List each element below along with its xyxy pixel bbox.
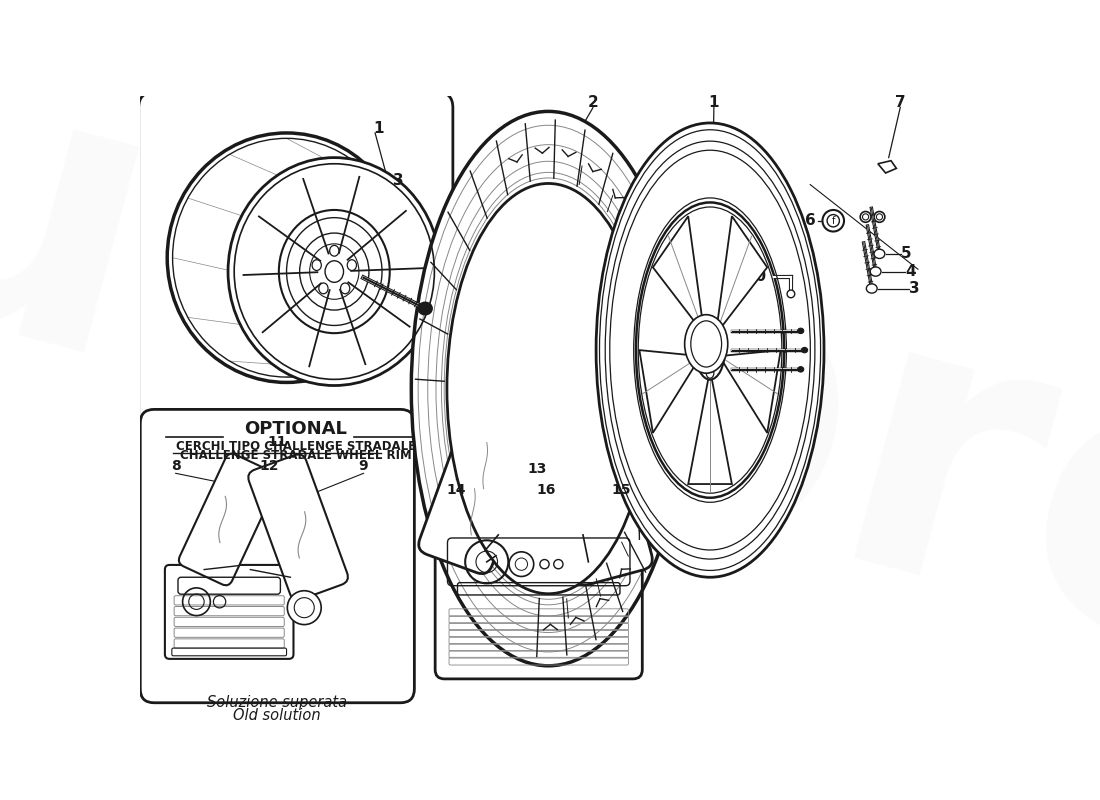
Ellipse shape (319, 283, 328, 294)
Polygon shape (653, 216, 703, 329)
Ellipse shape (695, 352, 703, 362)
Ellipse shape (700, 326, 707, 337)
Text: 1: 1 (374, 121, 384, 136)
Text: Soluzione superata: Soluzione superata (207, 695, 348, 710)
Text: CHALLENGE STRADALE WHEEL RIM: CHALLENGE STRADALE WHEEL RIM (180, 449, 411, 462)
Ellipse shape (330, 246, 339, 256)
FancyBboxPatch shape (179, 454, 278, 586)
Text: 15: 15 (612, 483, 631, 498)
Text: a passion for parts: a passion for parts (463, 394, 772, 522)
Ellipse shape (802, 347, 807, 353)
Text: 14: 14 (447, 483, 465, 498)
Text: 10: 10 (746, 270, 767, 285)
Text: 8: 8 (170, 458, 180, 473)
Polygon shape (689, 379, 732, 484)
Polygon shape (878, 161, 896, 173)
Ellipse shape (867, 284, 877, 293)
Ellipse shape (167, 133, 406, 382)
Text: f: f (832, 216, 835, 226)
Ellipse shape (348, 260, 356, 270)
Ellipse shape (870, 267, 881, 276)
Text: 2: 2 (587, 94, 598, 110)
Ellipse shape (447, 183, 650, 594)
Ellipse shape (326, 261, 343, 282)
Ellipse shape (874, 250, 884, 258)
FancyBboxPatch shape (249, 454, 348, 600)
Ellipse shape (278, 210, 389, 333)
Text: 16: 16 (537, 483, 556, 498)
Ellipse shape (713, 326, 721, 337)
Text: Old solution: Old solution (233, 708, 321, 723)
Ellipse shape (798, 366, 804, 372)
Ellipse shape (636, 202, 784, 498)
FancyBboxPatch shape (419, 404, 539, 574)
Ellipse shape (798, 328, 804, 334)
Ellipse shape (701, 330, 719, 370)
Ellipse shape (228, 158, 440, 386)
Ellipse shape (418, 302, 432, 314)
Polygon shape (724, 350, 781, 433)
Ellipse shape (312, 260, 321, 270)
Ellipse shape (299, 233, 369, 310)
Text: 11: 11 (267, 435, 287, 450)
FancyBboxPatch shape (139, 92, 453, 466)
Text: CERCHI TIPO CHALLENGE STRADALE: CERCHI TIPO CHALLENGE STRADALE (176, 440, 416, 453)
Ellipse shape (695, 321, 725, 380)
Text: 1: 1 (708, 94, 719, 110)
Ellipse shape (860, 211, 871, 222)
Ellipse shape (823, 210, 844, 231)
FancyBboxPatch shape (141, 410, 415, 702)
Text: 3: 3 (909, 281, 920, 296)
Text: 7: 7 (895, 94, 905, 110)
Text: 4: 4 (905, 264, 915, 279)
Ellipse shape (874, 211, 884, 222)
Ellipse shape (411, 111, 685, 666)
Text: 5: 5 (901, 246, 912, 262)
Polygon shape (717, 216, 767, 329)
Ellipse shape (341, 283, 350, 294)
Text: 12: 12 (260, 458, 279, 473)
Text: 6: 6 (805, 214, 815, 228)
Text: 9: 9 (359, 458, 369, 473)
Ellipse shape (706, 367, 714, 378)
Text: 13: 13 (527, 462, 547, 477)
Ellipse shape (717, 352, 725, 362)
FancyBboxPatch shape (537, 408, 652, 585)
Text: 3: 3 (393, 173, 404, 188)
Ellipse shape (786, 290, 794, 298)
Ellipse shape (287, 590, 321, 625)
Polygon shape (639, 350, 696, 433)
Ellipse shape (684, 314, 728, 373)
Ellipse shape (596, 123, 824, 578)
Text: OPTIONAL: OPTIONAL (244, 420, 348, 438)
